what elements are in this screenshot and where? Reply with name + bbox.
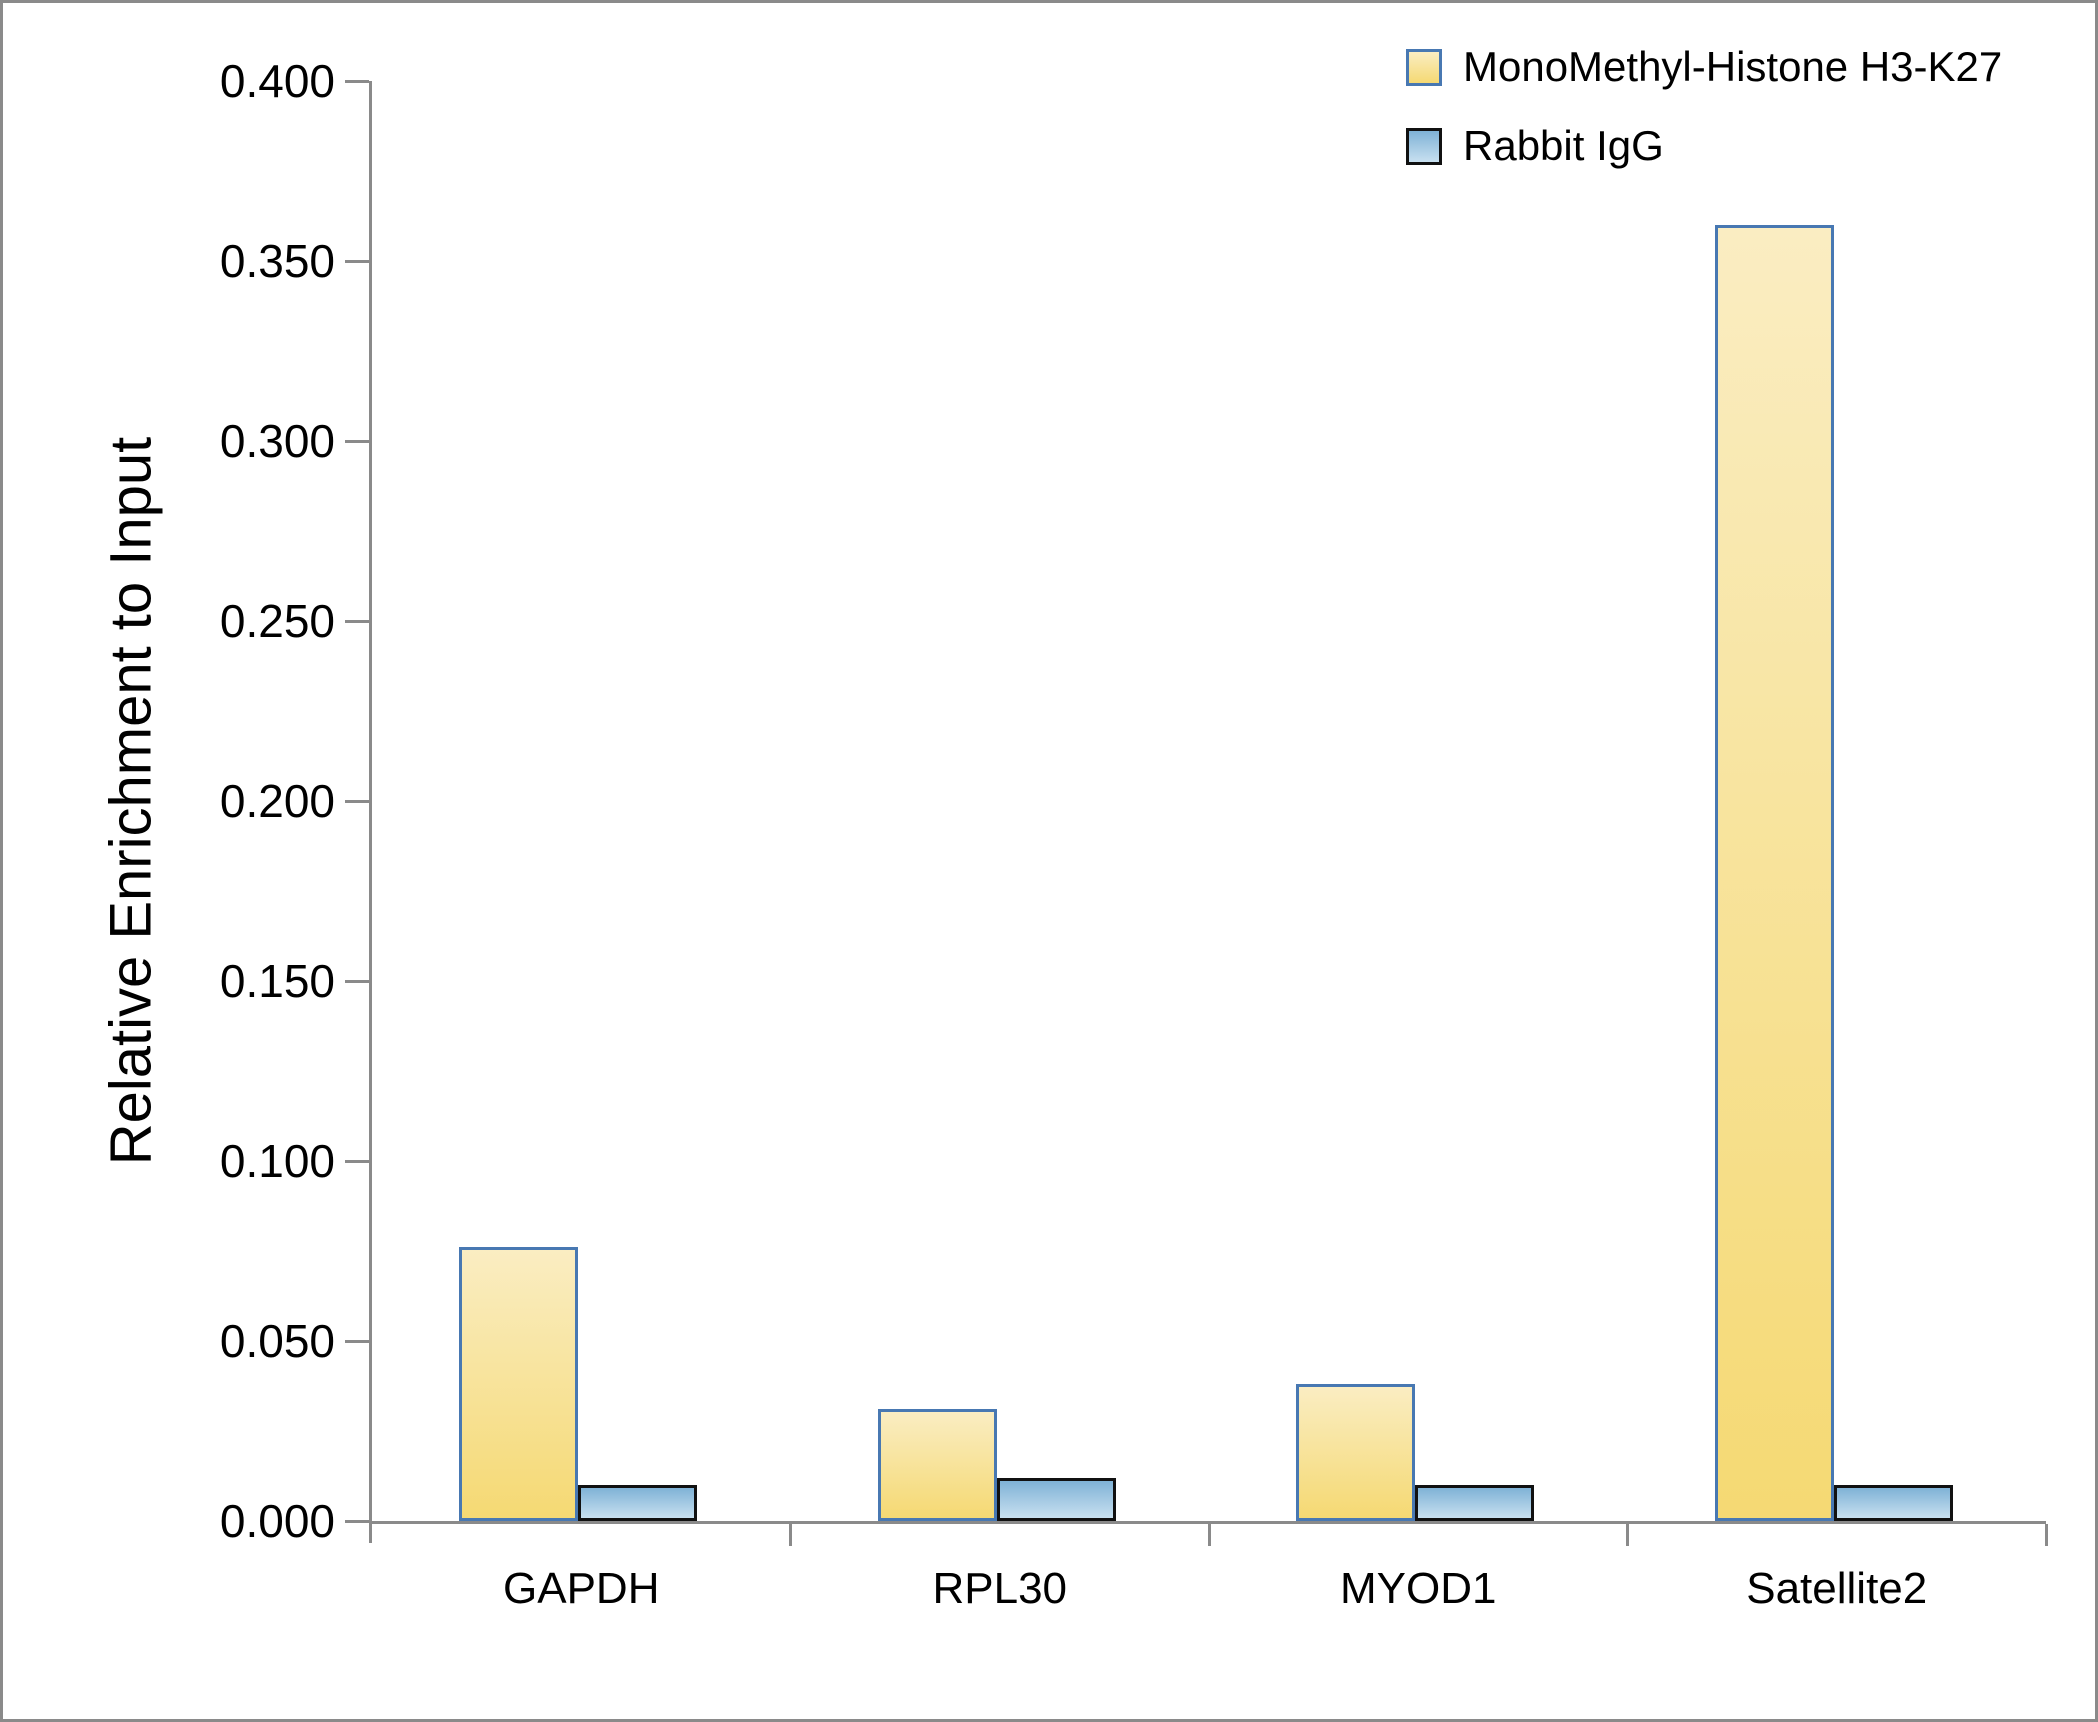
category-label-satellite2: Satellite2 [1746, 1564, 1928, 1613]
y-tick-label: 0.050 [219, 1315, 335, 1367]
y-tick [345, 1339, 369, 1343]
bar-monomethyl-histone-h3-k27-satellite2 [1714, 225, 1834, 1521]
legend-item: Rabbit IgG [1406, 122, 2002, 170]
legend-label: MonoMethyl-Histone H3-K27 [1463, 43, 2003, 90]
y-tick-label: 0.000 [219, 1495, 335, 1547]
x-tick [2044, 1524, 2048, 1546]
x-tick [789, 1524, 792, 1546]
y-tick-label: 0.300 [219, 415, 335, 467]
category-label-rpl30: RPL30 [932, 1564, 1068, 1613]
y-tick [345, 1519, 369, 1523]
legend: MonoMethyl-Histone H3-K27 Rabbit IgG [1406, 43, 2002, 201]
y-tick [345, 979, 369, 983]
x-tick [1207, 1524, 1211, 1546]
bar-rabbit-igg-myod1 [1415, 1485, 1535, 1521]
bar-monomethyl-histone-h3-k27-rpl30 [877, 1409, 997, 1521]
plot-area: GAPDH RPL30 MYOD1 Satellite2 [345, 79, 2048, 1613]
y-tick-label: 0.200 [219, 775, 335, 827]
bar-monomethyl-histone-h3-k27-myod1 [1296, 1384, 1416, 1521]
category-label-gapdh: GAPDH [503, 1564, 660, 1613]
y-axis-line [369, 81, 372, 1543]
y-tick [345, 619, 369, 623]
y-tick-label: 0.250 [219, 595, 335, 647]
y-tick-label: 0.400 [219, 55, 335, 107]
bar-rabbit-igg-gapdh [578, 1485, 698, 1521]
y-tick-label: 0.350 [219, 235, 335, 287]
y-tick [345, 439, 369, 443]
y-tick [345, 799, 369, 803]
bar-monomethyl-histone-h3-k27-gapdh [459, 1247, 579, 1521]
y-tick [345, 259, 369, 263]
y-tick-label: 0.100 [219, 1135, 335, 1187]
legend-swatch [1406, 48, 1442, 86]
legend-item: MonoMethyl-Histone H3-K27 [1406, 43, 2002, 91]
bar-rabbit-igg-rpl30 [996, 1478, 1116, 1521]
y-tick [345, 79, 369, 83]
legend-swatch [1406, 127, 1442, 165]
x-axis-line [369, 1521, 2046, 1524]
legend-label: Rabbit IgG [1463, 122, 1664, 169]
y-tick [345, 1159, 369, 1163]
y-tick-label: 0.150 [219, 955, 335, 1007]
bar-rabbit-igg-satellite2 [1833, 1485, 1953, 1521]
category-label-myod1: MYOD1 [1340, 1564, 1497, 1613]
x-tick [1626, 1524, 1629, 1546]
